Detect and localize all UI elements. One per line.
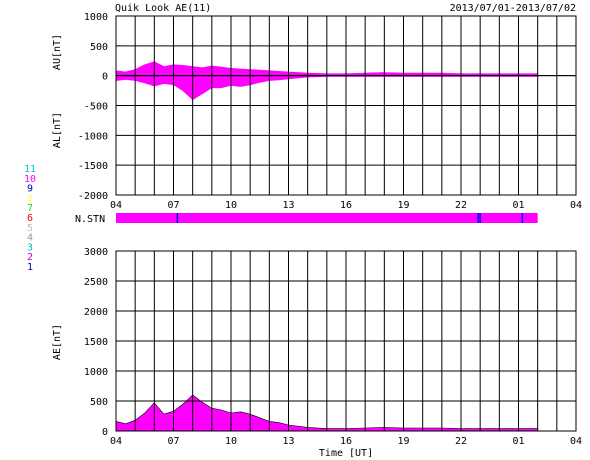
station-bar-segment: [116, 213, 538, 223]
y-tick-label: 2500: [84, 277, 108, 288]
station-panel: N.STN: [75, 213, 538, 225]
y-tick-label: 0: [102, 72, 108, 83]
legend-entry: 6: [27, 213, 33, 224]
y-tick-label: -500: [84, 102, 108, 113]
y-tick-label: -1000: [78, 131, 108, 142]
legend-entry: 11: [24, 164, 36, 175]
x-tick-label: 22: [455, 200, 467, 211]
y-tick-label: 1500: [84, 337, 108, 348]
x-tick-label: 16: [340, 436, 352, 447]
y-tick-label: 3000: [84, 247, 108, 258]
x-tick-label: 07: [167, 200, 179, 211]
legend-entry: 7: [27, 203, 33, 214]
legend-entry: 9: [27, 184, 33, 195]
x-tick-label: 01: [512, 436, 524, 447]
date-range: 2013/07/01-2013/07/02: [450, 3, 576, 14]
y-tick-label: 2000: [84, 307, 108, 318]
legend-entry: 10: [24, 174, 36, 185]
chart-title: Quik Look AE(11): [115, 3, 211, 14]
x-tick-label: 01: [512, 200, 524, 211]
y-tick-label: 500: [90, 397, 108, 408]
ae-axis-label: AE[nT]: [52, 324, 63, 360]
x-tick-label: 04: [570, 436, 582, 447]
x-tick-label: 16: [340, 200, 352, 211]
x-tick-label: 10: [225, 200, 237, 211]
y-tick-label: 0: [102, 427, 108, 438]
plot-frame: [115, 250, 577, 432]
x-tick-label: 19: [397, 436, 409, 447]
x-tick-label: 13: [282, 436, 294, 447]
station-label: N.STN: [75, 214, 105, 225]
x-tick-label: 04: [110, 436, 122, 447]
y-tick-label: -2000: [78, 191, 108, 202]
x-tick-label: 07: [167, 436, 179, 447]
legend-entry: 3: [27, 242, 33, 253]
x-tick-label: 22: [455, 436, 467, 447]
x-tick-label: 04: [570, 200, 582, 211]
al-axis-label: AL[nT]: [52, 112, 63, 148]
x-tick-label: 10: [225, 436, 237, 447]
y-tick-label: -1500: [78, 161, 108, 172]
legend-entry: 1: [27, 262, 33, 273]
legend-entry: 2: [27, 252, 33, 263]
y-tick-label: 1000: [84, 367, 108, 378]
legend-entry: 5: [27, 223, 33, 234]
x-tick-label: 04: [110, 200, 122, 211]
legend-entry: 8: [27, 193, 33, 204]
x-tick-label: 13: [282, 200, 294, 211]
legend-entry: 4: [27, 233, 33, 244]
x-tick-label: 19: [397, 200, 409, 211]
au-axis-label: AU[nT]: [52, 34, 63, 70]
x-axis-label: Time [UT]: [319, 448, 373, 459]
plot-frame: [115, 15, 577, 196]
y-tick-label: 1000: [84, 12, 108, 23]
y-tick-label: 500: [90, 42, 108, 53]
